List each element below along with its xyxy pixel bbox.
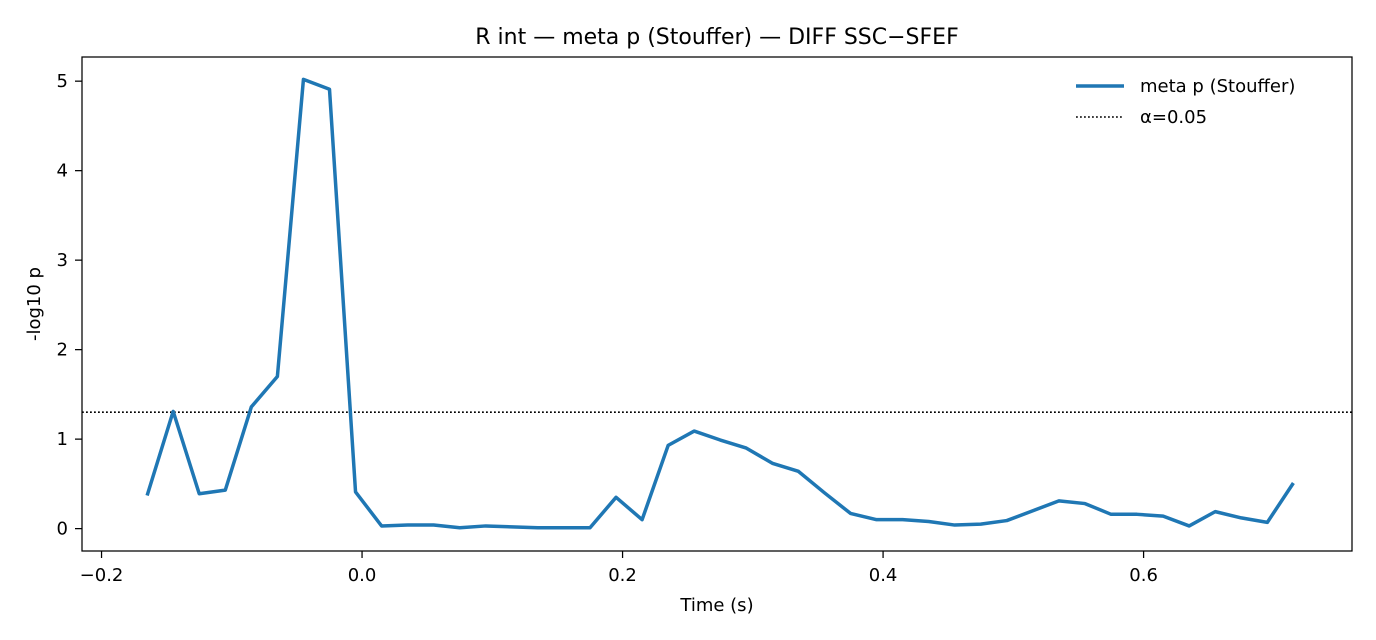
y-tick-label-2: 2	[57, 340, 68, 361]
x-axis-ticks: −0.2 0.0 0.2 0.4 0.6	[80, 551, 1158, 586]
x-axis-label: Time (s)	[679, 595, 753, 616]
y-tick-label-0: 0	[57, 519, 68, 540]
data-series	[145, 77, 1295, 530]
y-axis-label: -log10 p	[24, 267, 45, 341]
chart-title: R int — meta p (Stouffer) — DIFF SSC−SFE…	[475, 25, 958, 50]
x-tick-label-0: −0.2	[80, 565, 124, 586]
legend: meta p (Stouffer) α=0.05	[1076, 76, 1295, 128]
x-tick-label-3: 0.4	[869, 565, 898, 586]
legend-label-alpha: α=0.05	[1140, 107, 1207, 128]
y-tick-label-5: 5	[57, 71, 68, 92]
y-tick-label-3: 3	[57, 250, 68, 271]
legend-label-meta-p: meta p (Stouffer)	[1140, 76, 1295, 97]
series-line-0	[145, 77, 1295, 530]
y-tick-label-1: 1	[57, 429, 68, 450]
x-tick-label-1: 0.0	[348, 565, 377, 586]
plot-frame	[81, 56, 1353, 552]
y-tick-label-4: 4	[57, 161, 68, 182]
x-tick-label-2: 0.2	[608, 565, 637, 586]
y-axis-ticks: 0 1 2 3 4 5	[57, 71, 82, 540]
x-tick-label-4: 0.6	[1129, 565, 1158, 586]
